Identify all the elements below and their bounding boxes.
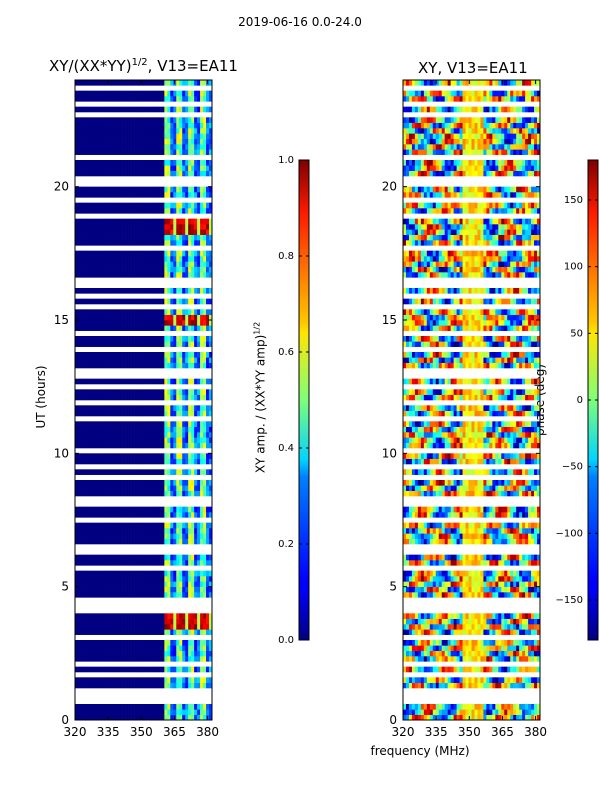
right-x-tick-label: 350 (458, 725, 481, 739)
right-y-tick-label: 5 (389, 580, 397, 594)
colorbar2: −150 −100 −50 0 50 100 150 (556, 159, 599, 641)
left-x-tick-label: 335 (97, 725, 120, 739)
right-y-tick-label: 20 (382, 180, 397, 194)
colorbar2-tick-label: 100 (564, 262, 583, 273)
left-plot: 320 335 350 365 380 0 5 10 15 20 (54, 79, 219, 739)
left-y-tick-label: 0 (61, 713, 69, 727)
right-plot: 320 335 350 365 380 0 5 10 15 20 (382, 79, 547, 739)
right-x-tick-label: 320 (392, 725, 415, 739)
x-axis-label: frequency (MHz) (370, 744, 470, 758)
colorbar1: 0.0 0.2 0.4 0.6 0.8 1.0 (278, 155, 310, 646)
colorbar1-tick-label: 0.4 (278, 443, 294, 454)
colorbar2-tick-label: −150 (556, 595, 583, 606)
left-x-tick-label: 380 (196, 725, 219, 739)
left-plot-frame (74, 79, 213, 721)
colorbar2-tick-label: 150 (564, 195, 583, 206)
left-y-tick-label: 10 (54, 446, 69, 460)
left-x-tick-label: 365 (163, 725, 186, 739)
colorbar1-gradient (298, 159, 310, 641)
colorbar1-tick-label: 0.2 (278, 539, 294, 550)
colorbar2-tick-label: −50 (562, 462, 583, 473)
left-plot-title: XY/(XX*YY)1/2, V13=EA11 (49, 57, 238, 75)
colorbar2-tick-label: 50 (570, 328, 583, 339)
left-y-tick-label: 5 (61, 580, 69, 594)
colorbar2-tick-label: −100 (556, 528, 583, 539)
right-plot-frame (402, 79, 541, 721)
right-x-tick-label: 335 (425, 725, 448, 739)
right-y-tick-label: 10 (382, 446, 397, 460)
right-x-tick-label: 380 (524, 725, 547, 739)
right-plot-title: XY, V13=EA11 (418, 59, 528, 77)
left-x-tick-label: 320 (64, 725, 87, 739)
figure-suptitle: 2019-06-16 0.0-24.0 (238, 15, 362, 29)
left-y-tick-label: 15 (54, 313, 69, 327)
right-y-tick-label: 15 (382, 313, 397, 327)
colorbar1-tick-label: 0.0 (278, 635, 294, 646)
colorbar1-tick-label: 0.8 (278, 251, 294, 262)
colorbar1-tick-label: 0.6 (278, 347, 294, 358)
left-x-tick-label: 350 (130, 725, 153, 739)
colorbar1-tick-label: 1.0 (278, 155, 294, 166)
left-y-tick-label: 20 (54, 180, 69, 194)
right-y-tick-label: 0 (389, 713, 397, 727)
right-x-tick-label: 365 (491, 725, 514, 739)
colorbar2-tick-label: 0 (577, 395, 583, 406)
